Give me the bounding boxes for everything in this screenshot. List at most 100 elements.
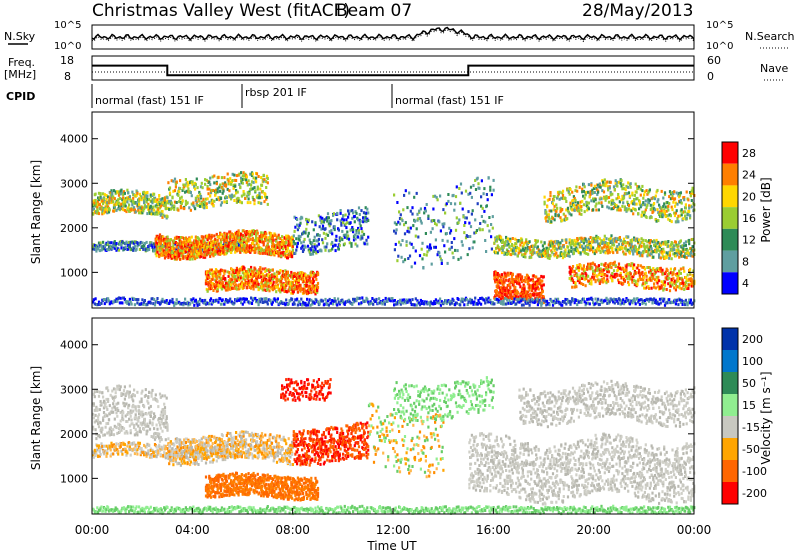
rti-cell	[552, 208, 555, 212]
rti-cell	[596, 247, 599, 251]
rti-cell	[206, 187, 209, 191]
rti-cell	[476, 202, 479, 206]
rti-cell	[316, 244, 319, 248]
rti-cell	[295, 237, 298, 241]
rti-cell	[663, 192, 667, 196]
rti-cell	[265, 232, 268, 236]
rti-cell	[279, 269, 282, 272]
rti-cell	[204, 182, 207, 186]
rti-cell	[138, 202, 141, 206]
rti-cell	[242, 190, 245, 193]
rti-cell	[179, 244, 182, 248]
rti-cell	[545, 219, 548, 223]
rti-cell	[536, 280, 539, 284]
rti-cell	[304, 231, 307, 235]
rti-cell	[168, 250, 172, 254]
rti-cell	[641, 253, 644, 257]
rti-cell	[586, 240, 589, 244]
rti-cell	[636, 196, 639, 200]
rti-cell	[214, 188, 218, 192]
rti-cell	[537, 279, 540, 283]
rti-cell	[250, 246, 253, 250]
rti-cell	[214, 191, 218, 195]
rti-cell	[225, 232, 228, 236]
rti-cell	[593, 191, 596, 194]
rti-cell	[183, 207, 186, 211]
rti-cell	[230, 244, 233, 248]
rti-cell	[587, 207, 590, 211]
rti-cell	[394, 242, 397, 246]
rti-cell	[626, 192, 629, 196]
rti-cell	[677, 243, 680, 247]
rti-cell	[598, 237, 601, 241]
rti-cell	[690, 189, 693, 193]
rti-cell	[155, 241, 158, 245]
rti-cell	[131, 240, 134, 244]
rti-cell	[202, 255, 205, 259]
rti-cell	[97, 247, 100, 251]
rti-cell	[103, 208, 106, 212]
rti-cell	[659, 211, 662, 215]
rti-cell	[662, 247, 665, 251]
rti-cell	[286, 254, 289, 258]
rti-cell	[578, 236, 581, 240]
rti-cell	[243, 244, 246, 248]
rti-cell	[268, 239, 271, 243]
rti-cell	[97, 199, 100, 203]
rti-cell	[607, 188, 610, 192]
rti-cell	[413, 219, 417, 223]
rti-cell	[669, 243, 672, 247]
rti-cell	[495, 289, 498, 293]
rti-cell	[416, 212, 419, 216]
rti-cell	[138, 192, 141, 196]
rti-cell	[365, 211, 368, 215]
rti-cell	[636, 185, 639, 189]
rti-cell	[453, 208, 456, 212]
rti-cell	[590, 279, 593, 283]
rti-cell	[187, 239, 190, 243]
rti-cell	[265, 197, 268, 201]
rti-cell	[245, 272, 248, 276]
rti-cell	[297, 286, 300, 290]
rti-cell	[554, 214, 557, 218]
rti-cell	[203, 244, 206, 248]
rti-cell	[321, 224, 325, 228]
rti-cell	[617, 180, 621, 184]
rti-cell	[592, 187, 595, 190]
rti-cell	[687, 213, 690, 217]
rti-cell	[574, 244, 577, 248]
rti-cell	[297, 226, 300, 229]
rti-cell	[662, 255, 665, 259]
rti-cell	[530, 294, 533, 298]
rti-cell	[640, 203, 643, 207]
rti-cell	[642, 196, 645, 200]
rti-cell	[668, 219, 672, 222]
rti-cell	[192, 251, 195, 255]
rti-cell	[359, 224, 362, 228]
rti-cell	[242, 229, 245, 233]
rti-cell	[172, 189, 175, 193]
rti-cell	[541, 279, 544, 283]
rti-cell	[393, 248, 396, 252]
rti-cell	[546, 256, 549, 260]
rti-cell	[553, 244, 556, 248]
rti-cell	[529, 248, 532, 252]
rti-cell	[321, 216, 324, 220]
rti-cell	[622, 196, 626, 200]
rti-cell	[141, 211, 144, 215]
rti-cell	[629, 182, 632, 186]
rti-cell	[500, 273, 504, 277]
rti-cell	[159, 204, 162, 208]
rti-cell	[556, 240, 560, 243]
rti-cell	[505, 286, 509, 290]
rti-cell	[418, 209, 421, 213]
rti-cell	[424, 209, 427, 213]
rti-cell	[250, 284, 254, 288]
rti-cell	[254, 281, 257, 285]
rti-cell	[241, 271, 244, 275]
rti-cell	[168, 252, 171, 256]
rti-cell	[566, 254, 570, 258]
rti-cell	[154, 238, 157, 242]
rti-cell	[259, 266, 262, 270]
rti-cell	[520, 276, 524, 280]
